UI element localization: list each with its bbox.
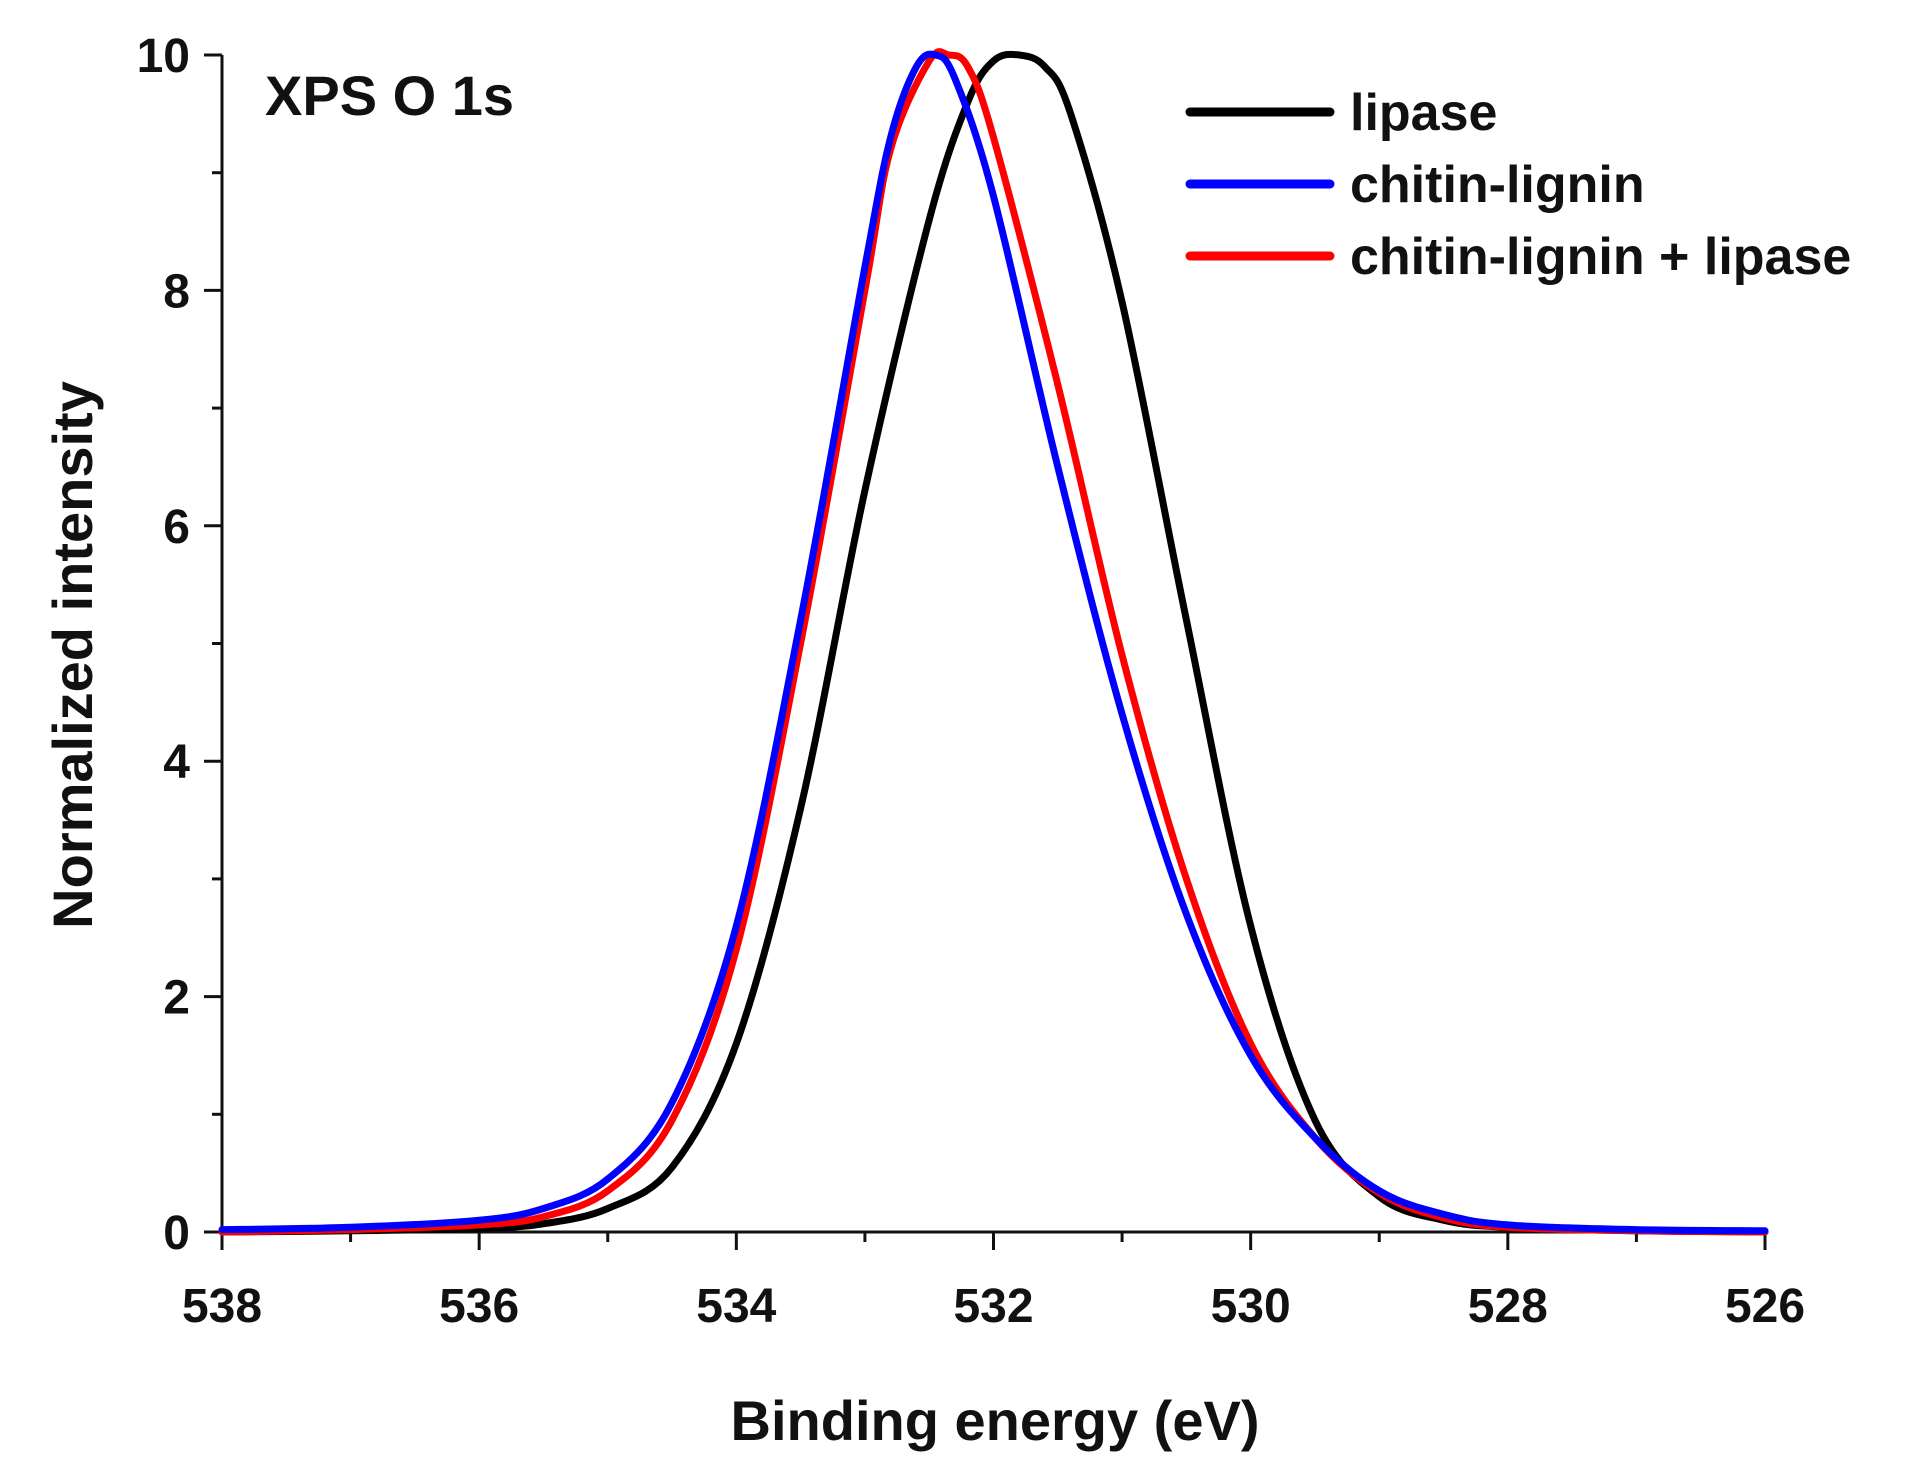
x-tick-label: 526 bbox=[1725, 1280, 1805, 1333]
y-tick-label: 6 bbox=[163, 501, 190, 554]
x-axis-title: Binding energy (eV) bbox=[731, 1389, 1260, 1452]
y-tick-label: 4 bbox=[163, 736, 190, 789]
chart-title: XPS O 1s bbox=[265, 64, 514, 127]
x-tick-label: 528 bbox=[1468, 1280, 1548, 1333]
x-tick-label: 538 bbox=[182, 1280, 262, 1333]
plot-curves bbox=[218, 48, 1769, 1236]
series-line-chitin-lignin bbox=[218, 50, 1769, 1235]
x-tick-label: 536 bbox=[439, 1280, 519, 1333]
x-axis-ticks: 538 536 534 532 530 528 526 bbox=[182, 1232, 1805, 1333]
x-tick-label: 530 bbox=[1211, 1280, 1291, 1333]
legend-label-chitin-lignin: chitin-lignin bbox=[1350, 156, 1645, 214]
y-axis-title: Normalized intensity bbox=[41, 381, 104, 929]
y-tick-label: 10 bbox=[137, 30, 190, 83]
y-tick-label: 8 bbox=[163, 265, 190, 318]
y-tick-label: 0 bbox=[163, 1207, 190, 1260]
legend: lipase chitin-lignin chitin-lignin + lipas… bbox=[1185, 84, 1851, 286]
y-axis-ticks: 0 2 4 6 8 10 bbox=[137, 30, 222, 1260]
x-tick-label: 534 bbox=[696, 1280, 776, 1333]
legend-label-lipase: lipase bbox=[1350, 84, 1497, 142]
y-tick-label: 2 bbox=[163, 972, 190, 1025]
legend-label-chitin-lignin-lipase: chitin-lignin + lipase bbox=[1350, 228, 1851, 286]
x-tick-label: 532 bbox=[953, 1280, 1033, 1333]
